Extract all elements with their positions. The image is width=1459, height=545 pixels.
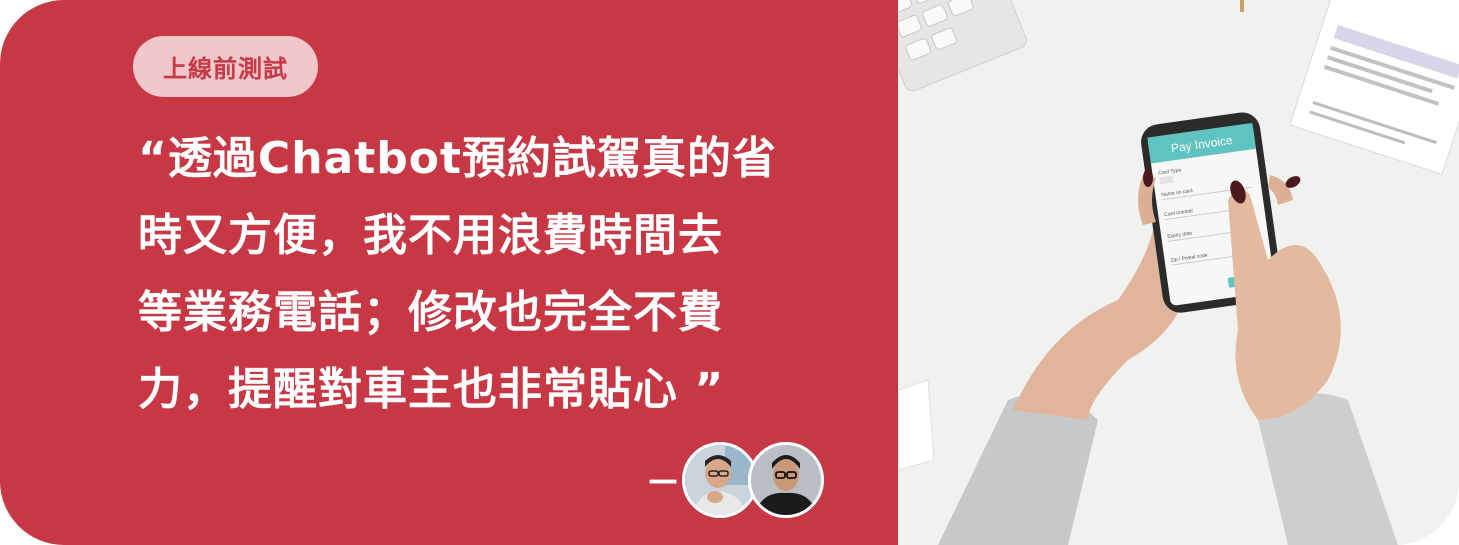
phone-field-label: Name on card <box>1161 188 1193 198</box>
avatar <box>748 442 824 518</box>
quote-line: 力，提醒對車主也非常貼心 ” <box>138 364 725 415</box>
document-icon <box>1289 0 1459 176</box>
phone-field-label: Expiry date <box>1167 230 1193 239</box>
person-photo-icon <box>751 445 821 515</box>
tag-badge: 上線前測試 <box>133 36 318 97</box>
testimonial-quote: “透過Chatbot預約試駕真的省 時又方便，我不用浪費時間去 等業務電話；修改… <box>138 120 868 428</box>
quote-panel: 上線前測試 “透過Chatbot預約試駕真的省 時又方便，我不用浪費時間去 等業… <box>0 0 898 545</box>
attribution-dash: — <box>648 462 678 498</box>
calculator-icon <box>898 0 1027 92</box>
person-photo-icon <box>685 445 755 515</box>
hero-photo: Pay Invoice Card Type Name on card Card … <box>898 0 1459 545</box>
avatar <box>682 442 758 518</box>
phone-field-label: Card number <box>1164 208 1194 218</box>
phone-field-label: Zip / Postal code <box>1170 253 1208 264</box>
phone-in-hands-image: Pay Invoice Card Type Name on card Card … <box>898 0 1459 545</box>
phone-field-label: Card Type <box>1158 167 1182 176</box>
quote-line: 時又方便，我不用浪費時間去 <box>138 210 723 261</box>
quote-line: 等業務電話；修改也完全不費 <box>138 287 723 338</box>
quote-line: “透過Chatbot預約試駕真的省 <box>138 133 778 184</box>
attribution: — <box>648 440 824 520</box>
